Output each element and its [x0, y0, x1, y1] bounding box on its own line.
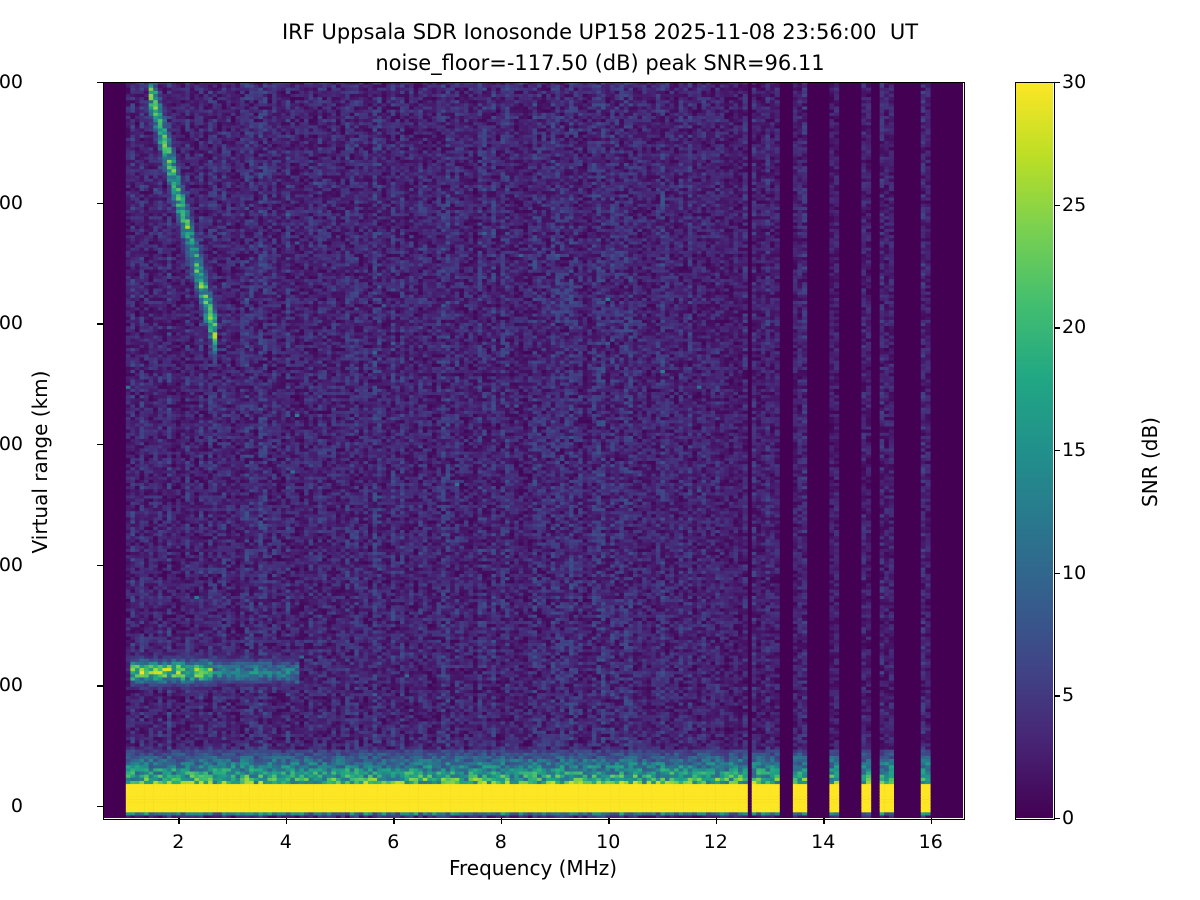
colorbar-tick-label: 10 — [1062, 561, 1087, 584]
x-axis-label: Frequency (MHz) — [448, 856, 618, 880]
y-tick-label: 400 — [0, 312, 23, 335]
y-tick-mark — [97, 685, 103, 687]
colorbar-gradient[interactable] — [1015, 82, 1053, 818]
x-tick-label: 14 — [811, 831, 836, 853]
y-tick-label: 200 — [0, 553, 23, 576]
y-tick-mark — [97, 82, 103, 84]
y-tick-label: 500 — [0, 191, 23, 214]
y-tick-label: 300 — [0, 432, 23, 455]
x-tick-mark — [608, 818, 610, 824]
x-tick-label: 4 — [279, 831, 292, 853]
colorbar-tick-label: 15 — [1062, 439, 1087, 461]
x-tick-mark — [823, 818, 825, 824]
colorbar-tick-label: 30 — [1062, 71, 1087, 93]
y-axis-label: Virtual range (km) — [28, 370, 52, 554]
colorbar-tick-mark — [1054, 327, 1060, 329]
colorbar-tick-mark — [1054, 82, 1060, 84]
x-tick-mark — [285, 818, 288, 824]
ionogram-heatmap[interactable] — [103, 82, 963, 818]
figure-title-line-2: noise_floor=-117.50 (dB) peak SNR=96.11 — [375, 51, 825, 75]
colorbar-tick-mark — [1054, 204, 1060, 206]
x-tick-mark — [178, 818, 180, 824]
y-tick-mark — [97, 443, 103, 446]
x-tick-mark — [930, 818, 933, 824]
y-tick-label: 0 — [10, 794, 23, 817]
x-tick-label: 2 — [172, 831, 185, 853]
colorbar-tick-mark — [1054, 695, 1060, 697]
y-tick-mark — [97, 202, 103, 204]
colorbar-tick-label: 0 — [1062, 807, 1075, 829]
colorbar-label: SNR (dB) — [1138, 417, 1162, 507]
x-tick-label: 10 — [596, 831, 621, 853]
x-tick-label: 6 — [387, 831, 400, 853]
y-tick-label: 100 — [0, 674, 23, 697]
colorbar-tick-mark — [1054, 818, 1060, 820]
x-tick-label: 16 — [918, 831, 943, 853]
y-tick-mark — [97, 805, 103, 808]
colorbar-tick-label: 5 — [1062, 684, 1075, 707]
y-tick-label: 600 — [0, 71, 23, 93]
x-tick-mark — [393, 818, 395, 824]
x-tick-mark — [500, 818, 503, 824]
colorbar-tick-mark — [1054, 450, 1060, 452]
x-tick-mark — [715, 818, 718, 824]
colorbar-tick-label: 20 — [1062, 316, 1087, 339]
y-tick-mark — [97, 564, 103, 566]
y-tick-mark — [97, 323, 103, 325]
x-tick-label: 8 — [494, 831, 507, 853]
colorbar-tick-label: 25 — [1062, 193, 1087, 216]
figure-title-line-1: IRF Uppsala SDR Ionosonde UP158 2025-11-… — [281, 20, 919, 44]
x-tick-label: 12 — [703, 831, 728, 853]
colorbar-tick-mark — [1054, 572, 1060, 574]
